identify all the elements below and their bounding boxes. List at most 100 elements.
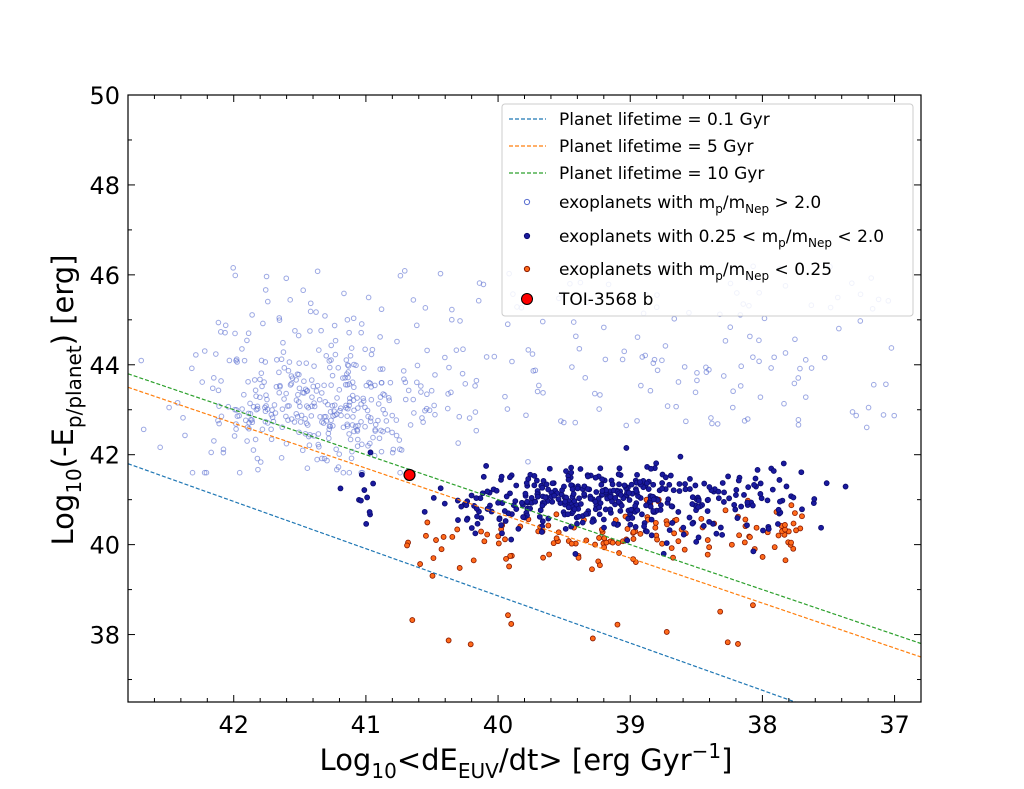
point-high-mass bbox=[281, 396, 287, 402]
point-high-mass bbox=[254, 455, 261, 462]
point-high-mass bbox=[287, 297, 293, 303]
point-mid-mass bbox=[760, 527, 766, 534]
point-mid-mass bbox=[370, 480, 377, 487]
point-high-mass bbox=[330, 413, 336, 419]
point-high-mass bbox=[709, 420, 715, 427]
point-high-mass bbox=[476, 280, 483, 286]
point-high-mass bbox=[350, 414, 356, 420]
point-low-mass bbox=[540, 554, 547, 561]
point-high-mass bbox=[368, 396, 375, 403]
point-high-mass bbox=[226, 357, 233, 364]
point-mid-mass bbox=[733, 487, 740, 493]
point-high-mass bbox=[327, 408, 334, 415]
point-mid-mass bbox=[647, 503, 654, 510]
point-high-mass bbox=[396, 437, 403, 443]
point-high-mass bbox=[232, 272, 239, 279]
point-high-mass bbox=[414, 362, 421, 369]
point-high-mass bbox=[601, 324, 607, 331]
point-high-mass bbox=[285, 367, 292, 374]
point-high-mass bbox=[459, 370, 466, 377]
point-mid-mass bbox=[745, 484, 752, 491]
point-high-mass bbox=[449, 306, 455, 313]
point-high-mass bbox=[251, 377, 258, 383]
y-tick-label: 42 bbox=[89, 442, 120, 470]
point-high-mass bbox=[321, 413, 327, 420]
point-high-mass bbox=[231, 433, 238, 439]
point-high-mass bbox=[708, 415, 714, 421]
point-high-mass bbox=[389, 449, 396, 456]
point-mid-mass bbox=[463, 502, 470, 509]
point-high-mass bbox=[361, 365, 367, 372]
point-mid-mass bbox=[706, 484, 713, 490]
point-high-mass bbox=[264, 420, 271, 426]
point-high-mass bbox=[382, 410, 388, 417]
point-high-mass bbox=[349, 448, 355, 455]
point-mid-mass bbox=[598, 481, 605, 488]
point-mid-mass bbox=[565, 511, 571, 518]
point-low-mass bbox=[668, 545, 675, 552]
point-mid-mass bbox=[634, 471, 640, 478]
point-high-mass bbox=[569, 364, 575, 370]
point-low-mass bbox=[750, 602, 756, 609]
point-high-mass bbox=[288, 373, 295, 379]
point-high-mass bbox=[305, 404, 312, 411]
point-high-mass bbox=[692, 389, 699, 396]
point-mid-mass bbox=[562, 498, 569, 505]
point-mid-mass bbox=[589, 518, 596, 525]
point-high-mass bbox=[870, 381, 877, 388]
point-high-mass bbox=[455, 440, 461, 446]
point-high-mass bbox=[664, 403, 671, 409]
point-high-mass bbox=[523, 412, 529, 419]
point-mid-mass bbox=[437, 485, 444, 492]
point-mid-mass bbox=[508, 536, 515, 543]
point-mid-mass bbox=[715, 495, 722, 502]
point-high-mass bbox=[385, 395, 392, 401]
point-mid-mass bbox=[719, 480, 726, 486]
point-mid-mass bbox=[520, 514, 527, 520]
point-high-mass bbox=[245, 378, 251, 385]
point-mid-mass bbox=[780, 460, 787, 467]
point-high-mass bbox=[662, 343, 669, 349]
point-high-mass bbox=[782, 350, 789, 356]
point-mid-mass bbox=[629, 515, 636, 521]
point-high-mass bbox=[326, 358, 333, 364]
point-high-mass bbox=[349, 379, 356, 386]
point-low-mass bbox=[505, 612, 511, 619]
point-high-mass bbox=[245, 330, 252, 337]
point-high-mass bbox=[502, 393, 508, 400]
point-mid-mass bbox=[680, 531, 687, 538]
point-high-mass bbox=[375, 417, 381, 424]
point-high-mass bbox=[247, 411, 254, 417]
point-mid-mass bbox=[657, 507, 664, 513]
point-mid-mass bbox=[531, 482, 538, 489]
point-high-mass bbox=[348, 455, 355, 462]
point-high-mass bbox=[208, 449, 214, 456]
point-high-mass bbox=[393, 417, 400, 423]
point-mid-mass bbox=[472, 530, 479, 537]
point-mid-mass bbox=[533, 477, 540, 484]
point-high-mass bbox=[362, 423, 368, 430]
point-high-mass bbox=[647, 387, 654, 394]
point-mid-mass bbox=[592, 474, 599, 481]
point-high-mass bbox=[334, 395, 340, 401]
point-high-mass bbox=[313, 388, 320, 394]
point-high-mass bbox=[326, 435, 332, 442]
point-mid-mass bbox=[638, 511, 645, 518]
point-low-mass bbox=[470, 557, 477, 564]
point-mid-mass bbox=[532, 498, 539, 505]
point-high-mass bbox=[509, 358, 515, 365]
point-high-mass bbox=[747, 333, 753, 340]
point-high-mass bbox=[234, 359, 240, 365]
point-high-mass bbox=[365, 413, 371, 420]
point-high-mass bbox=[233, 426, 239, 432]
point-high-mass bbox=[362, 346, 368, 353]
point-high-mass bbox=[316, 347, 322, 353]
point-mid-mass bbox=[777, 498, 783, 505]
point-mid-mass bbox=[546, 465, 553, 472]
point-high-mass bbox=[428, 387, 435, 394]
point-high-mass bbox=[558, 418, 564, 424]
point-mid-mass bbox=[754, 467, 761, 473]
point-high-mass bbox=[370, 434, 376, 441]
point-mid-mass bbox=[741, 491, 747, 498]
